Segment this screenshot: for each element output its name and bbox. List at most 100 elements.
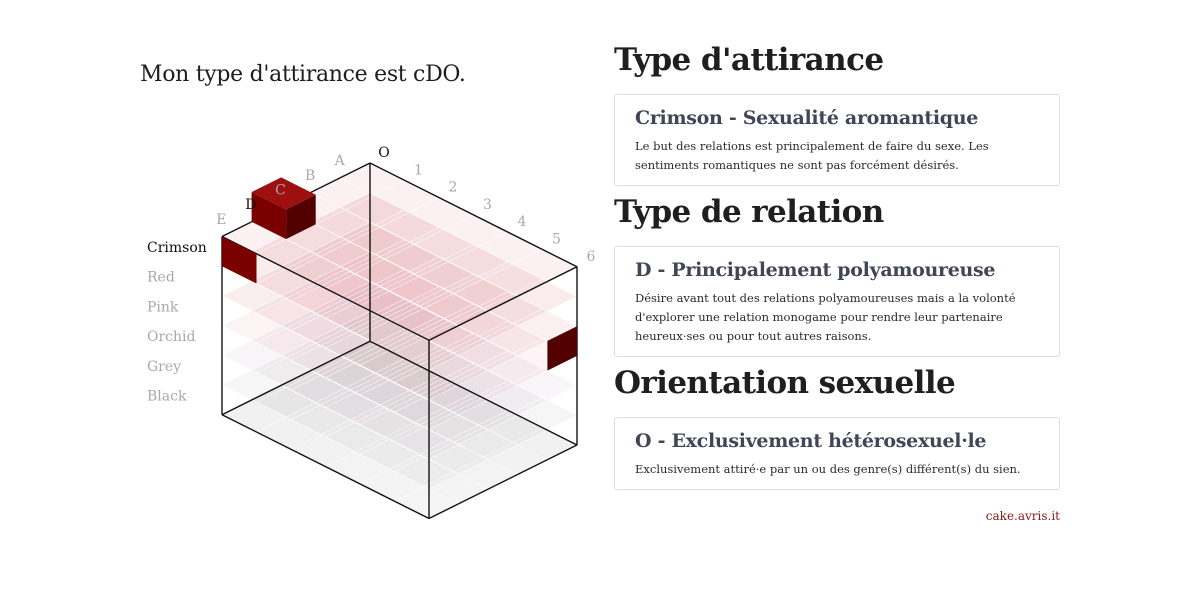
cube-cell xyxy=(345,313,410,346)
cube-edge xyxy=(428,266,578,341)
cube-cell xyxy=(478,351,543,383)
cube-cell xyxy=(443,274,508,307)
cube-cell xyxy=(384,363,449,396)
cube-cell xyxy=(291,375,356,408)
cube-cell xyxy=(355,407,420,440)
grid-line xyxy=(256,298,405,373)
colour-label: Red xyxy=(147,270,175,286)
number-label: 3 xyxy=(483,197,492,213)
cube-cell xyxy=(448,425,513,458)
letter-label: A xyxy=(334,153,346,169)
cube-cell xyxy=(394,486,459,519)
grid-line xyxy=(256,358,405,433)
grid-line xyxy=(359,261,509,336)
grid-line xyxy=(325,244,474,319)
cube-cell xyxy=(394,367,459,400)
grid-line xyxy=(394,249,543,324)
grid-line xyxy=(256,209,405,284)
card-title: O - Exclusivement hétérosexuel·le xyxy=(635,430,987,452)
cube-cell xyxy=(453,457,518,490)
cube-cell xyxy=(379,301,444,334)
cube-cell xyxy=(384,392,449,425)
cube-cell xyxy=(345,373,410,406)
info-card: D - Principalement polyamoureuse Désire … xyxy=(614,246,1060,357)
attraction-summary: Mon type d'attirance est cDO. xyxy=(140,62,466,87)
selected-number-marker xyxy=(547,326,577,371)
cube-cell xyxy=(424,382,489,415)
selected-block-right-face xyxy=(286,194,316,240)
grid-line xyxy=(359,320,509,396)
grid-line xyxy=(221,222,371,297)
credit-link[interactable]: cake.avris.it xyxy=(985,509,1060,523)
cube-cell xyxy=(350,256,415,289)
letter-label: C xyxy=(275,182,286,198)
cube-cell xyxy=(291,434,356,467)
grid-line xyxy=(325,333,474,408)
cube-cell xyxy=(310,237,375,270)
cube-cell xyxy=(286,283,351,316)
cube-edge xyxy=(428,444,578,520)
cube-cell xyxy=(256,268,321,301)
cube-cell xyxy=(443,363,508,396)
cube-cell xyxy=(389,306,454,338)
grid-line xyxy=(325,273,474,349)
cube-cell xyxy=(291,345,356,378)
cube-cell xyxy=(281,281,346,314)
cube-cell xyxy=(414,289,479,321)
cube-cell xyxy=(286,402,351,435)
grid-line xyxy=(325,214,474,289)
info-card: O - Exclusivement hétérosexuel·le Exclus… xyxy=(614,417,1060,490)
cube-cell xyxy=(310,296,375,329)
cube-cell xyxy=(320,390,385,423)
section-relation-type: Type de relation D - Principalement poly… xyxy=(614,192,1060,357)
cube-cell xyxy=(443,393,508,426)
cube-cell xyxy=(325,392,390,425)
cube-cell xyxy=(419,291,484,324)
cube-cell xyxy=(448,276,513,309)
cube-cell xyxy=(394,456,459,489)
cube-cell xyxy=(310,355,375,388)
grid-line xyxy=(256,239,405,314)
cube-cell xyxy=(325,303,390,336)
section-title: Type de relation xyxy=(614,194,884,230)
cube-cell xyxy=(340,192,405,225)
cube-cell xyxy=(256,387,321,420)
cube-cell xyxy=(424,471,489,504)
grid-line xyxy=(290,375,440,450)
cube-cell xyxy=(453,427,518,460)
cube-cell xyxy=(315,269,380,302)
grid-line xyxy=(290,226,440,302)
card-text: Le but des relations est principalement … xyxy=(635,139,989,172)
cube-cell xyxy=(409,316,474,349)
cube-cell xyxy=(291,404,356,437)
cube-cell xyxy=(512,427,577,460)
cube-cell xyxy=(419,439,484,472)
grid-line xyxy=(428,385,578,460)
cube-cell xyxy=(251,325,316,358)
cube-cell xyxy=(360,350,425,383)
cube-cell xyxy=(222,340,287,373)
cube-cell xyxy=(394,427,459,460)
cube-cell xyxy=(483,442,548,475)
cube-cell xyxy=(379,360,444,393)
cube-cell xyxy=(483,412,548,445)
grid-line xyxy=(221,311,371,386)
cube-cell xyxy=(512,279,577,312)
cube-cell xyxy=(350,316,415,349)
grid-line xyxy=(325,303,474,378)
cube-cell xyxy=(448,395,513,428)
grid-line xyxy=(256,269,405,344)
section-title: Orientation sexuelle xyxy=(614,365,956,401)
letter-label: E xyxy=(216,212,226,228)
grid-line xyxy=(290,256,440,331)
cube-cell xyxy=(310,326,375,359)
cube-cell xyxy=(286,343,351,376)
cube-cell xyxy=(419,350,484,383)
cube-cell xyxy=(443,333,508,366)
cube-cell xyxy=(340,222,405,255)
number-label: 4 xyxy=(518,214,527,230)
grid-line xyxy=(394,427,543,502)
grid-line xyxy=(394,278,543,354)
cube-cell xyxy=(374,328,439,361)
cube-cell xyxy=(424,323,489,356)
